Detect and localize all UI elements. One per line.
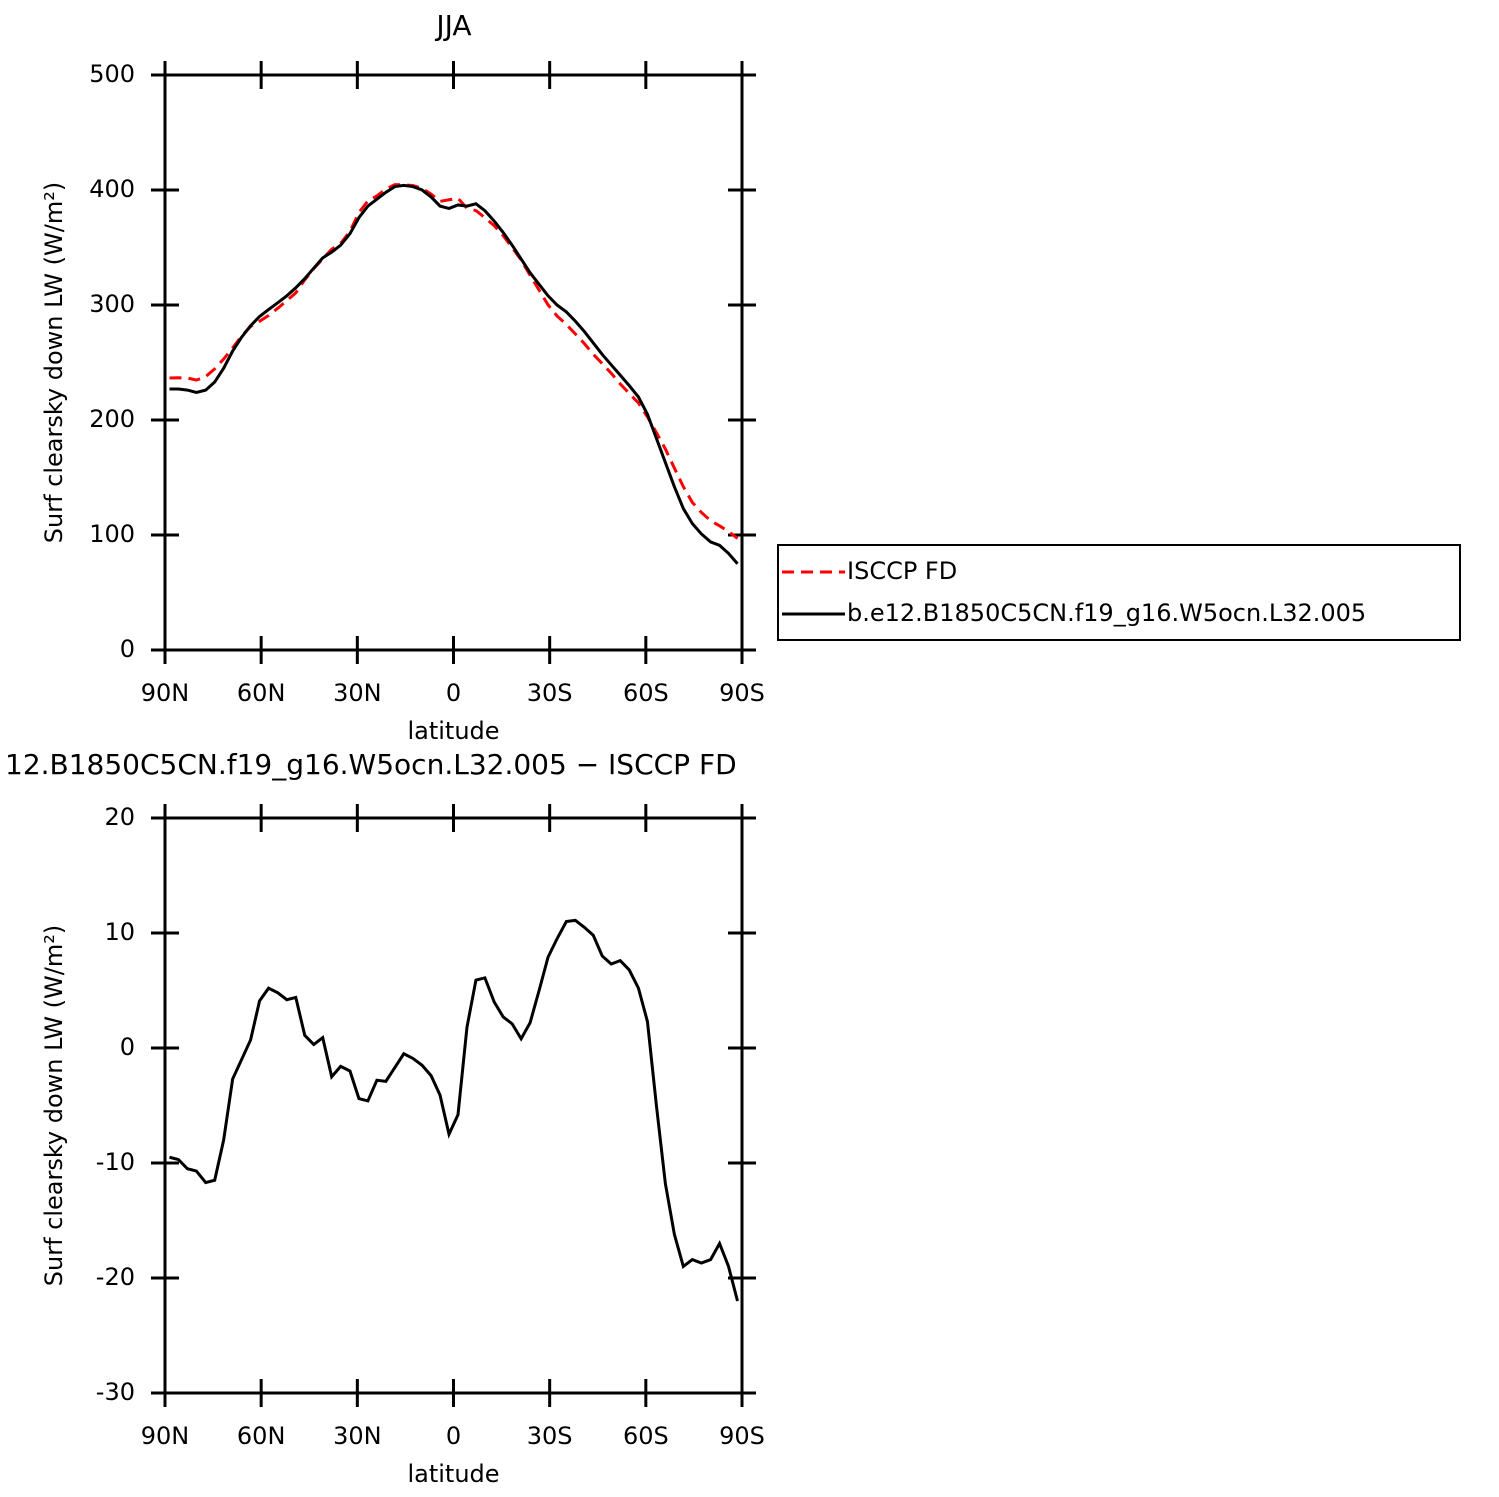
x-axis-label: latitude [407, 717, 499, 745]
y-tick-label: 0 [120, 1033, 135, 1061]
x-tick-label: 60S [623, 1422, 669, 1450]
plot-frame [163, 73, 744, 652]
data-line [169, 918, 739, 1302]
y-tick-label: 300 [89, 290, 135, 318]
x-tick-label: 60N [237, 1422, 286, 1450]
x-tick-label: 90N [141, 679, 190, 707]
data-line [169, 183, 739, 565]
x-tick-label: 90S [719, 679, 765, 707]
legend-box [777, 544, 1461, 641]
y-tick-label: -30 [96, 1378, 135, 1406]
x-tick-label: 30N [333, 1422, 382, 1450]
y-tick-label: 100 [89, 520, 135, 548]
x-tick-label: 30S [527, 1422, 573, 1450]
legend-label: b.e12.B1850C5CN.f19_g16.W5ocn.L32.005 [847, 599, 1366, 627]
data-line [169, 183, 739, 540]
y-axis-label: Surf clearsky down LW (W/m²) [40, 182, 68, 543]
x-tick-label: 30S [527, 679, 573, 707]
x-tick-label: 60N [237, 679, 286, 707]
x-tick-label: 0 [446, 679, 461, 707]
y-axis-label: Surf clearsky down LW (W/m²) [40, 925, 68, 1286]
y-tick-label: -10 [96, 1148, 135, 1176]
x-tick-label: 0 [446, 1422, 461, 1450]
x-axis-label: latitude [407, 1460, 499, 1488]
y-tick-label: 10 [104, 918, 135, 946]
x-tick-label: 60S [623, 679, 669, 707]
chart-title: 12.B1850C5CN.f19_g16.W5ocn.L32.005 − ISC… [5, 748, 737, 781]
x-tick-label: 30N [333, 679, 382, 707]
legend-label: ISCCP FD [847, 557, 957, 585]
y-tick-label: 400 [89, 175, 135, 203]
y-tick-label: -20 [96, 1263, 135, 1291]
y-tick-label: 20 [104, 803, 135, 831]
x-tick-label: 90N [141, 1422, 190, 1450]
x-tick-label: 90S [719, 1422, 765, 1450]
chart-title: JJA [434, 9, 471, 42]
y-tick-label: 0 [120, 635, 135, 663]
y-tick-label: 200 [89, 405, 135, 433]
y-tick-label: 500 [89, 60, 135, 88]
